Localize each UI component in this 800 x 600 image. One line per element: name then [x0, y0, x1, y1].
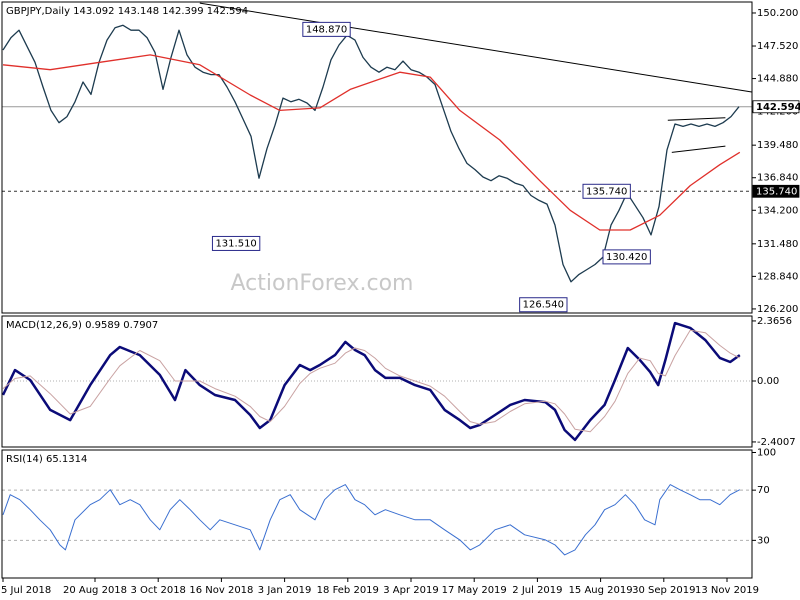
annotation-label: 131.510 [215, 238, 256, 249]
series-line [2, 321, 741, 442]
y-tick-label: 100 [757, 448, 776, 459]
series-line [2, 484, 741, 556]
x-tick-label: 5 Jul 2018 [1, 585, 51, 596]
x-tick-label: 3 Oct 2018 [130, 585, 185, 596]
y-tick-label: 126.200 [757, 304, 798, 315]
plot-area [2, 321, 752, 442]
panel-frame [1, 1, 753, 314]
x-tick-label: 15 Aug 2019 [569, 585, 633, 596]
annotation-label: 135.740 [586, 186, 627, 197]
y-tick-label: 0.00 [757, 376, 779, 387]
trend-line [667, 117, 726, 121]
series-line [2, 24, 740, 283]
annotation-box [602, 249, 651, 265]
y-tick-label: 131.480 [757, 239, 798, 250]
y-tick-label: 150.200 [757, 8, 798, 19]
x-tick-label: 16 Nov 2018 [189, 585, 253, 596]
y-tick-label: 30 [757, 535, 770, 546]
trend-line [199, 2, 752, 93]
x-tick-label: 18 Feb 2019 [317, 585, 379, 596]
x-tick-label: 13 Nov 2019 [695, 585, 759, 596]
y-tick-label: -2.4007 [757, 437, 796, 448]
x-tick-label: 2 Jul 2019 [512, 585, 562, 596]
panel-title: MACD(12,26,9) 0.9589 0.7907 [6, 320, 158, 331]
annotation-label: 148.870 [306, 24, 347, 35]
y-tick-label: 2.3656 [757, 316, 792, 327]
annotation-box [519, 297, 568, 313]
price-label: 135.740 [756, 186, 797, 197]
plot-area [2, 484, 752, 556]
annotation-box [582, 183, 631, 199]
series-line [2, 329, 741, 433]
annotation-label: 130.420 [606, 252, 647, 263]
x-tick-label: 17 May 2019 [442, 585, 507, 596]
panel-title: RSI(14) 65.1314 [6, 454, 87, 465]
y-tick-label: 144.880 [757, 74, 798, 85]
panel-frame [1, 315, 753, 448]
x-tick-label: 30 Sep 2019 [632, 585, 695, 596]
y-tick-label: 128.840 [757, 271, 798, 282]
panel-title: GBPJPY,Daily 143.092 143.148 142.399 142… [6, 6, 248, 17]
x-tick-label: 20 Aug 2018 [63, 585, 127, 596]
x-tick-label: 3 Jan 2019 [258, 585, 312, 596]
y-tick-label: 147.520 [757, 41, 798, 52]
annotation-box [302, 21, 351, 37]
price-label-box [752, 100, 800, 114]
y-tick-label: 139.480 [757, 140, 798, 151]
panel-frame [1, 449, 753, 579]
y-tick-label: 70 [757, 485, 770, 496]
trend-line [671, 145, 726, 153]
series-line [2, 54, 741, 231]
annotation-label: 126.540 [523, 300, 564, 311]
price-label-box [752, 184, 800, 198]
y-tick-label: 134.200 [757, 205, 798, 216]
annotation-box [211, 235, 261, 251]
y-tick-label: 136.840 [757, 173, 798, 184]
x-tick-label: 3 Apr 2019 [383, 585, 438, 596]
price-label: 142.594 [756, 102, 800, 113]
watermark: ActionForex.com [231, 271, 414, 296]
